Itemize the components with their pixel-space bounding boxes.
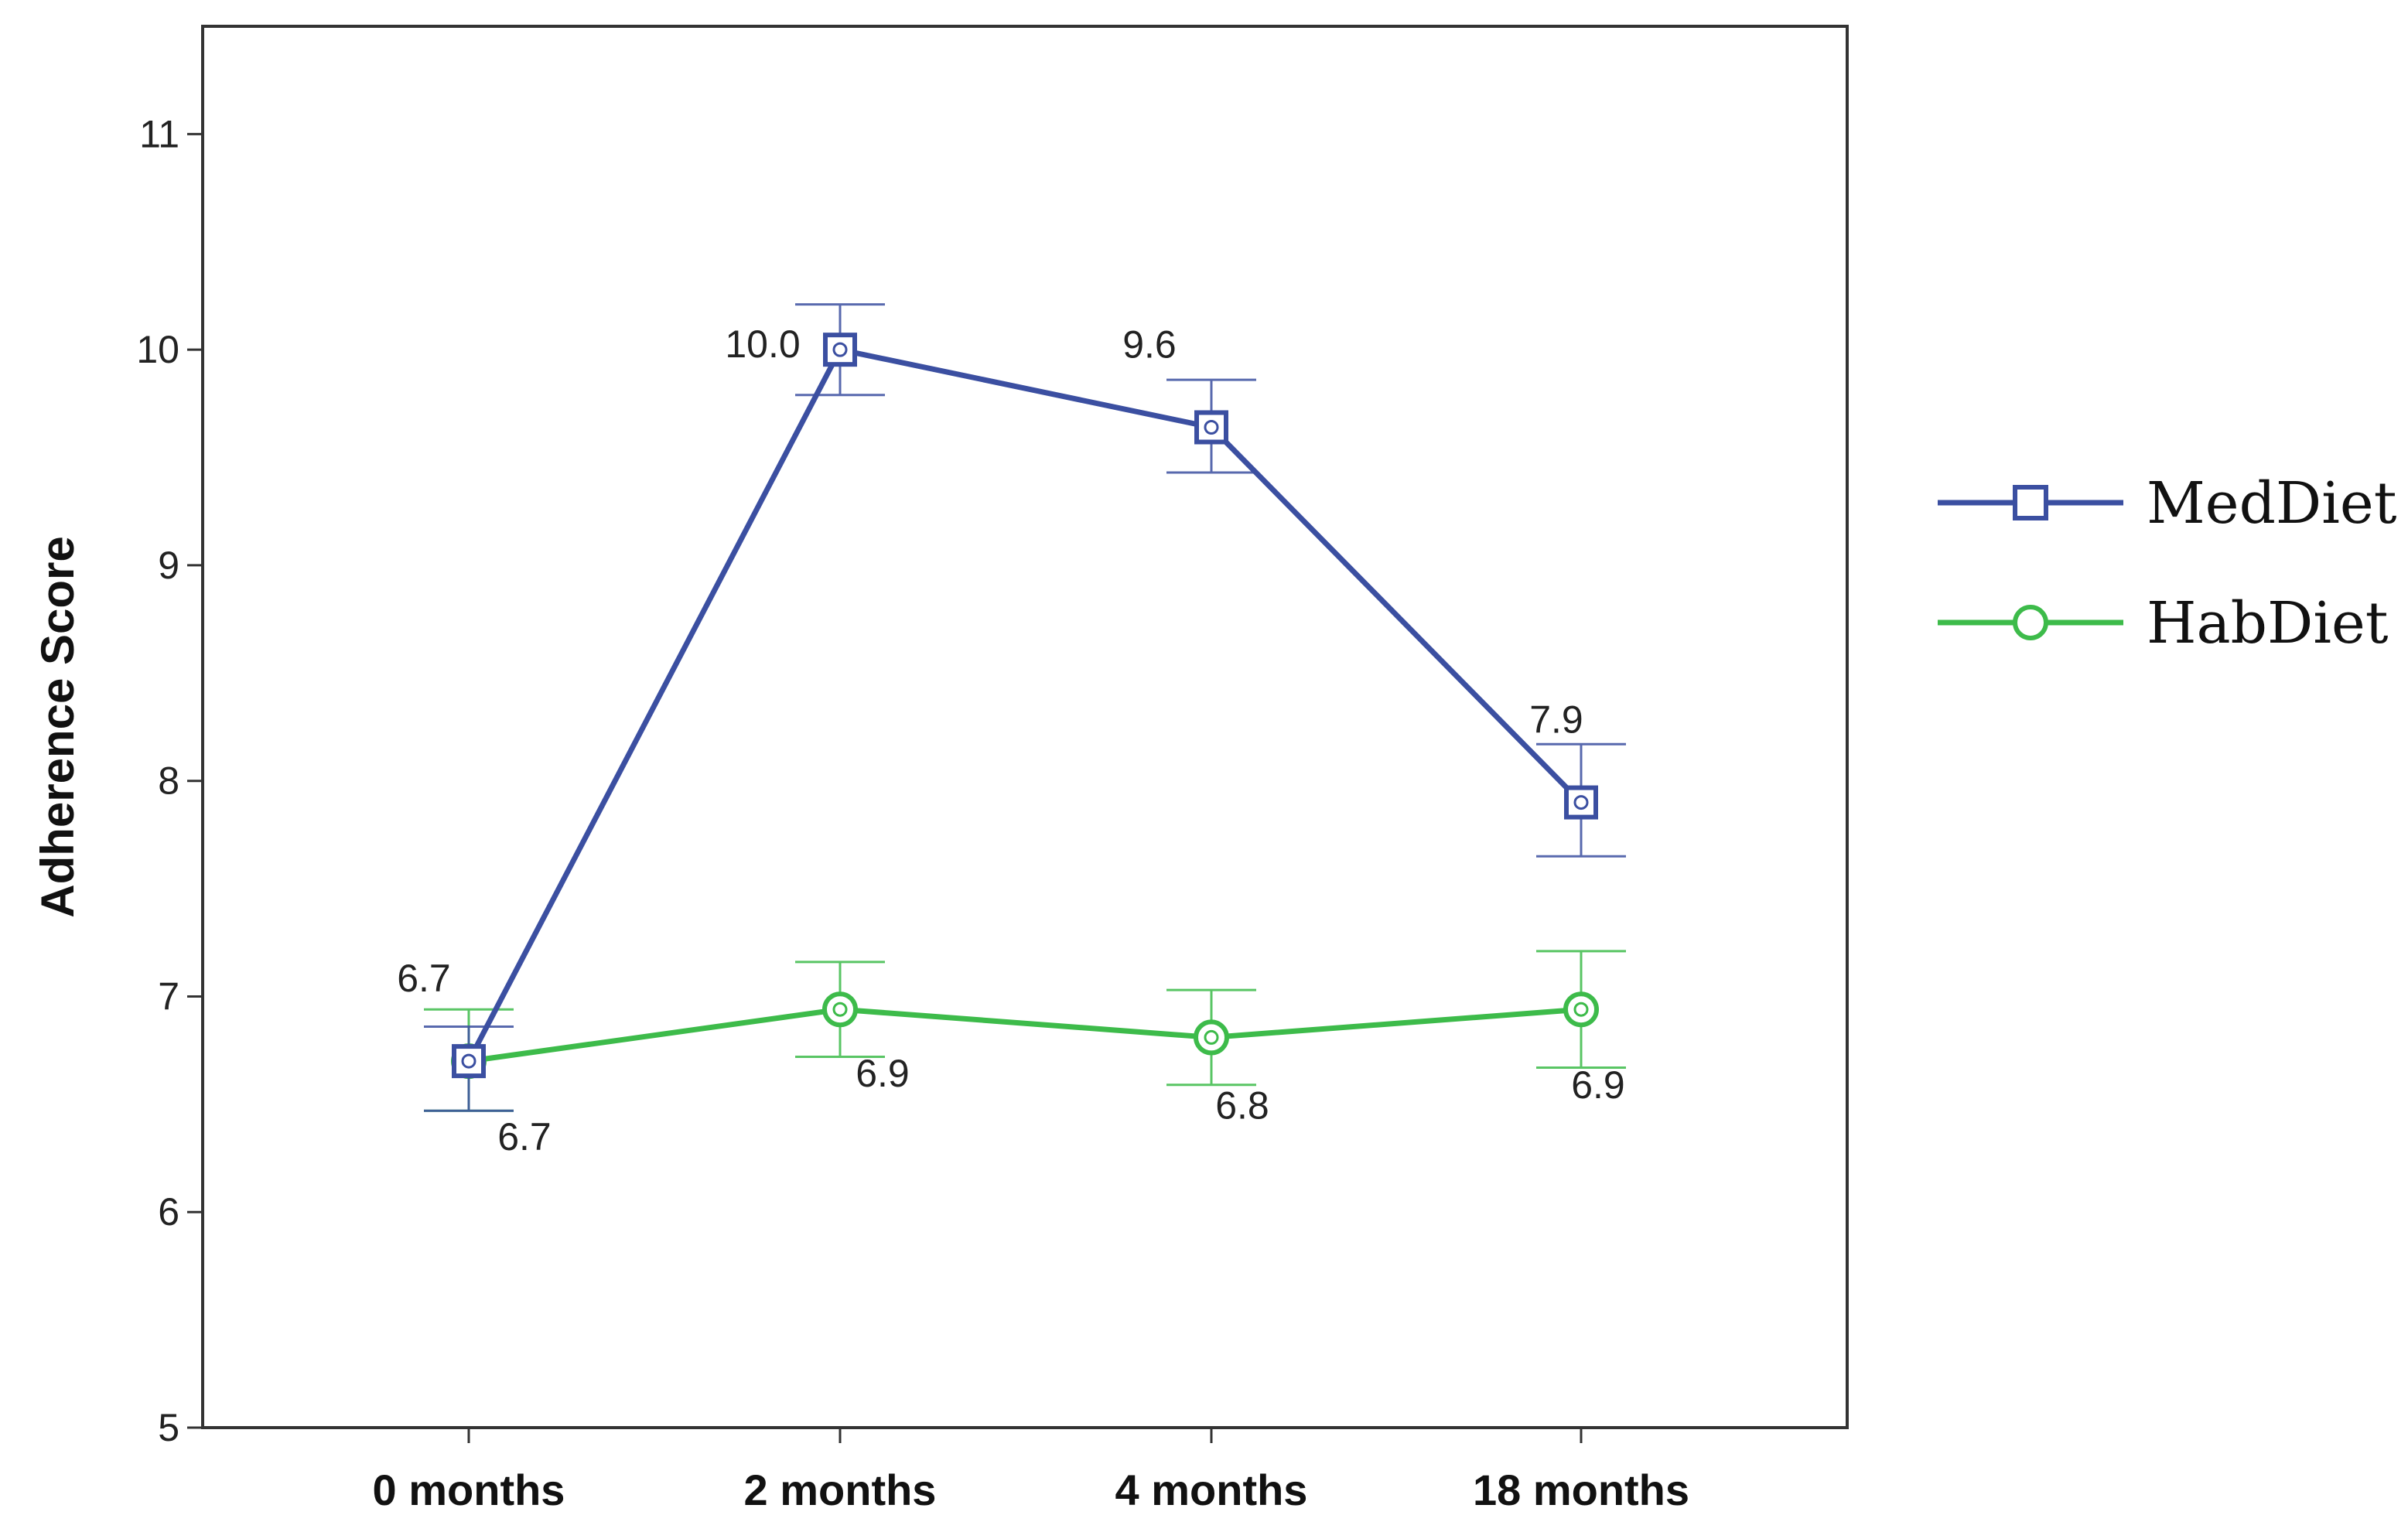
y-tick-label: 9 xyxy=(158,544,179,587)
data-point-inner xyxy=(1573,1002,1589,1017)
data-label: 6.7 xyxy=(497,1115,552,1159)
data-point-inner xyxy=(832,1002,848,1017)
x-tick-label: 0 months xyxy=(373,1466,565,1514)
data-point-circle xyxy=(822,991,858,1028)
series-line xyxy=(468,1006,1582,1064)
y-tick-label: 6 xyxy=(158,1190,179,1234)
series-meddiet: 6.7 10.0 9.6 7.9 xyxy=(397,303,1626,1112)
data-point-square xyxy=(1564,785,1598,820)
data-point-square xyxy=(1194,410,1228,445)
data-point-inner xyxy=(1204,420,1219,435)
data-point-inner xyxy=(461,1053,476,1069)
plot-frame xyxy=(201,25,1849,1429)
series-layer: 6.7 6.9 6.8 6.9 6.7 10.0 9.6 7.9 xyxy=(397,303,1626,1159)
legend-item-meddiet: MedDiet xyxy=(1938,470,2397,537)
y-axis: 5 6 7 8 9 10 11 xyxy=(136,112,203,1449)
data-point-circle xyxy=(1563,991,1599,1028)
data-label: 10.0 xyxy=(725,322,800,366)
y-tick-label: 10 xyxy=(136,328,179,371)
y-tick-label: 11 xyxy=(139,112,179,155)
y-tick-label: 5 xyxy=(158,1406,179,1449)
data-label: 7.9 xyxy=(1529,698,1583,742)
x-tick-label: 2 months xyxy=(744,1466,937,1514)
data-point-square xyxy=(452,1044,486,1079)
legend-circle-marker xyxy=(2013,605,2048,640)
data-point-inner xyxy=(1573,795,1589,810)
data-point-circle xyxy=(1194,1019,1229,1056)
data-label: 6.9 xyxy=(1571,1063,1625,1107)
data-label: 6.9 xyxy=(856,1052,910,1095)
y-axis-title: Adherence Score xyxy=(32,536,84,918)
x-tick-label: 4 months xyxy=(1115,1466,1308,1514)
series-line xyxy=(466,346,1583,1063)
x-axis: 0 months 2 months 4 months 18 months xyxy=(373,1428,1689,1514)
data-point-inner xyxy=(1204,1029,1219,1045)
data-label: 6.8 xyxy=(1215,1083,1269,1127)
legend-label: HabDiet xyxy=(2147,590,2389,657)
x-tick-label: 18 months xyxy=(1473,1466,1689,1514)
legend: MedDiet HabDiet xyxy=(1938,470,2397,657)
data-label: 9.6 xyxy=(1122,323,1177,367)
y-tick-label: 7 xyxy=(158,974,179,1018)
data-point-square xyxy=(823,333,857,367)
legend-item-habdiet: HabDiet xyxy=(1938,590,2389,657)
data-point-inner xyxy=(832,342,848,357)
legend-square-marker xyxy=(2013,485,2048,520)
data-label: 6.7 xyxy=(397,957,451,1000)
legend-label: MedDiet xyxy=(2147,470,2397,537)
y-tick-label: 8 xyxy=(158,759,179,803)
